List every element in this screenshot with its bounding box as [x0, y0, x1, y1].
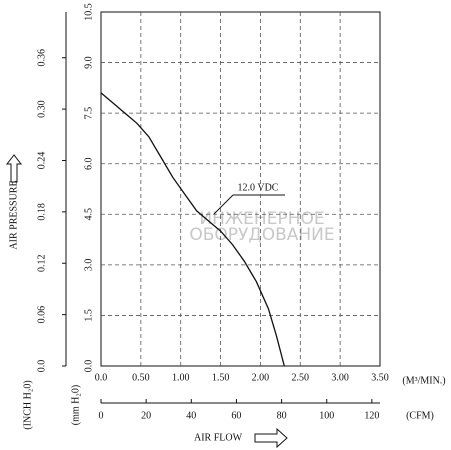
x2-tick-label: 40	[186, 410, 196, 421]
y2-tick-label: 0.06	[36, 306, 47, 324]
plot-frame	[100, 11, 381, 367]
y2-tick-label: 0.18	[36, 203, 47, 221]
x2-tick-label: 0	[99, 410, 104, 421]
y-tick-label: 7.5	[83, 107, 94, 120]
y2-tick-label: 0.0	[36, 360, 47, 373]
x-tick-label: 3.00	[331, 372, 349, 383]
watermark: ОБОРУДОВАНИЕ	[189, 225, 334, 245]
y2-tick-label: 0.24	[36, 152, 47, 170]
x-tick-label: 2.50	[292, 372, 310, 383]
x2-tick-label: 100	[319, 410, 334, 421]
y-tick-label: 6.0	[83, 157, 94, 170]
x-unit: (M³/MIN.)	[402, 375, 445, 386]
up-arrow	[5, 154, 23, 183]
y-tick-label: 0.0	[83, 360, 94, 373]
curve	[100, 92, 285, 367]
y-tick-label: 3.0	[83, 259, 94, 272]
y-tick-label: 10.5	[83, 3, 94, 21]
x2-tick-label: 80	[277, 410, 287, 421]
y2-tick-label: 0.36	[36, 49, 47, 67]
x-label: AIR FLOW	[194, 432, 243, 443]
y2-label: (INCH H₂0)	[22, 380, 33, 429]
y-title: AIR PRESSURE	[8, 180, 19, 249]
x-tick-label: 2.00	[252, 372, 270, 383]
x2-tick-label: 20	[141, 410, 151, 421]
x-tick-label: 1.00	[172, 372, 190, 383]
y2-tick-label: 0.12	[36, 254, 47, 272]
y2-tick-label: 0.30	[36, 100, 47, 118]
x2-tick-label: 120	[364, 410, 379, 421]
y-label: (mm H₂0)	[70, 385, 81, 425]
annotation-leader	[213, 194, 234, 215]
x2-unit: (CFM)	[406, 410, 434, 421]
x-tick-label: 0.50	[132, 372, 150, 383]
x-tick-label: 0.0	[95, 372, 108, 383]
y-tick-label: 1.5	[83, 309, 94, 322]
x-tick-label: 1.50	[212, 372, 230, 383]
x-tick-label: 3.50	[371, 372, 389, 383]
y-tick-label: 9.0	[83, 56, 94, 68]
right-arrow	[254, 427, 288, 449]
y-tick-label: 4.5	[83, 208, 94, 221]
x2-tick-label: 60	[231, 410, 241, 421]
annotation: 12.0 VDC	[238, 182, 279, 193]
